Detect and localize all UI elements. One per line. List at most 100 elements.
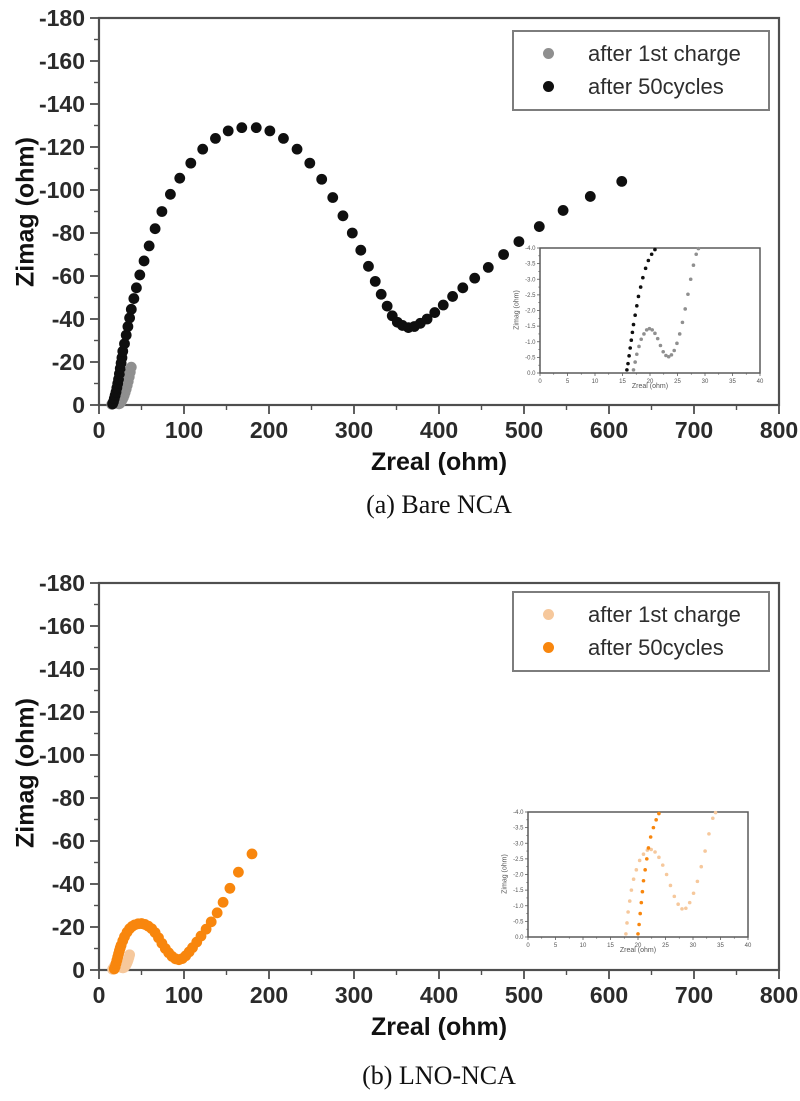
x-tick-label: 600 (590, 417, 628, 443)
y-tick-label: -100 (39, 742, 85, 768)
inset-series-after-50cycles (625, 247, 657, 372)
inset-x-tick-label: 40 (757, 379, 764, 385)
y-tick-label: -180 (39, 570, 85, 596)
x-axis-title: Zreal (ohm) (370, 448, 508, 476)
nyquist-plot-lno-nca: 0 100 200 300 400 500 600 700 8000-20-40-60-80-1… (39, 570, 798, 1008)
y-tick-label: -80 (52, 785, 85, 811)
x-tick-label: 100 (165, 982, 203, 1008)
legend-item-first-charge: after 1st charge (514, 598, 768, 631)
x-tick-label: 800 (760, 417, 798, 443)
inset-x-tick-label: 25 (662, 943, 669, 949)
inset-y-tick-label: -3.0 (525, 277, 536, 283)
inset-x-tick-label: 20 (635, 943, 642, 949)
x-tick-label: 700 (675, 982, 713, 1008)
inset-x-tick-label: 5 (566, 379, 570, 385)
inset-y-tick-label: -3.5 (525, 262, 536, 268)
inset-x-tick-label: 0 (526, 943, 530, 949)
inset-x-tick-label: 10 (580, 943, 587, 949)
x-tick-label: 400 (420, 417, 458, 443)
y-tick-label: -60 (52, 263, 85, 289)
panel-caption: (b) LNO-NCA (362, 1061, 516, 1090)
x-tick-label: 200 (250, 417, 288, 443)
inset-y-tick-label: -1.5 (525, 324, 536, 330)
inset-y-axis-title: Zimag (ohm) (513, 290, 521, 330)
inset-series-after-1st-charge (631, 246, 701, 372)
inset-y-tick-label: -2.5 (513, 857, 524, 863)
x-tick-label: 700 (675, 417, 713, 443)
y-tick-label: -40 (52, 871, 85, 897)
legend-label-first-charge: after 1st charge (588, 601, 741, 627)
inset-series-after-50cycles (636, 811, 661, 936)
inset-y-tick-label: -0.5 (513, 919, 524, 925)
inset-y-tick-label: -0.5 (525, 355, 536, 361)
x-tick-label: 800 (760, 982, 798, 1008)
inset-y-tick-label: -2.0 (525, 309, 536, 315)
x-tick-label: 400 (420, 982, 458, 1008)
inset-y-tick-label: 0.0 (515, 935, 524, 941)
y-tick-label: 0 (72, 392, 85, 418)
inset-nyquist-plot: 0 5 10 15 20 25 30 35 40 0.0 -0.5 -1.0 -1.5 -2.0 -2.5 -… (525, 246, 764, 385)
inset-y-tick-label: -1.0 (513, 904, 524, 910)
y-axis-title: Zimag (ohm) (11, 698, 40, 848)
y-tick-label: -40 (52, 306, 85, 332)
legend-label-50cycles: after 50cycles (588, 634, 724, 660)
inset-x-axis-title: Zreal (ohm) (631, 383, 669, 390)
y-tick-label: -140 (39, 91, 85, 117)
inset-x-tick-label: 30 (702, 379, 709, 385)
x-tick-label: 300 (335, 417, 373, 443)
inset-x-tick-label: 10 (592, 379, 599, 385)
panel-lno-nca: 0 100 200 300 400 500 600 700 800 0 -20 -40 -60 -80 -1… (0, 561, 800, 1101)
x-tick-label: 500 (505, 417, 543, 443)
y-tick-label: 0 (72, 957, 85, 983)
legend-marker-first-charge-icon (543, 609, 554, 620)
inset-nyquist-plot: 0 5 10 15 20 25 30 35 40 0.0 -0.5 -1.0 -1.5 -2.0 -2.5 -… (513, 810, 752, 949)
y-axis-title: Zimag (ohm) (11, 137, 40, 287)
y-tick-label: -120 (39, 134, 85, 160)
series-after-50cycles (107, 122, 628, 410)
legend-box: after 1st charge after 50cycles (512, 30, 770, 111)
inset-x-tick-label: 0 (538, 379, 542, 385)
inset-series-after-1st-charge (624, 810, 718, 936)
y-tick-label: -100 (39, 177, 85, 203)
legend-box: after 1st charge after 50cycles (512, 591, 770, 672)
y-tick-label: -140 (39, 656, 85, 682)
inset-y-tick-label: -4.0 (525, 246, 536, 252)
inset-y-tick-label: -1.0 (525, 340, 536, 346)
inset-x-tick-label: 35 (717, 943, 724, 949)
nyquist-plot-bare-nca: 0 100 200 300 400 500 600 700 8000-20-40-60-80-1… (39, 5, 798, 443)
inset-y-tick-label: -3.5 (513, 826, 524, 832)
inset-zoom-chart: 0 5 10 15 20 25 30 35 40 0.0 -0.5 -1.0 -1.5 -2.0 -2.5 -… (505, 240, 780, 398)
y-tick-label: -20 (52, 349, 85, 375)
y-tick-label: -120 (39, 699, 85, 725)
inset-y-tick-label: -2.5 (525, 293, 536, 299)
inset-x-tick-label: 25 (674, 379, 681, 385)
x-tick-label: 0 (93, 417, 106, 443)
inset-y-tick-label: -2.0 (513, 873, 524, 879)
x-axis-title: Zreal (ohm) (370, 1013, 508, 1041)
x-tick-label: 100 (165, 417, 203, 443)
legend-marker-first-charge-icon (543, 48, 554, 59)
inset-y-tick-label: -1.5 (513, 888, 524, 894)
y-tick-label: -180 (39, 5, 85, 31)
legend-marker-50cycles-icon (543, 81, 554, 92)
legend-label-first-charge: after 1st charge (588, 40, 741, 66)
inset-zoom-chart: 0 5 10 15 20 25 30 35 40 0.0 -0.5 -1.0 -1.5 -2.0 -2.5 -… (493, 804, 768, 962)
legend-label-50cycles: after 50cycles (588, 73, 724, 99)
y-tick-label: -80 (52, 220, 85, 246)
y-tick-label: -60 (52, 828, 85, 854)
inset-x-tick-label: 15 (607, 943, 614, 949)
inset-y-tick-label: -4.0 (513, 810, 524, 816)
x-tick-label: 600 (590, 982, 628, 1008)
inset-y-axis-title: Zimag (ohm) (501, 854, 509, 894)
x-tick-label: 300 (335, 982, 373, 1008)
inset-x-tick-label: 15 (619, 379, 626, 385)
series-after-50cycles (108, 848, 258, 975)
legend-item-50cycles: after 50cycles (514, 70, 768, 103)
y-tick-label: -160 (39, 613, 85, 639)
y-tick-label: -20 (52, 914, 85, 940)
panel-caption: (a) Bare NCA (366, 490, 512, 519)
x-tick-label: 200 (250, 982, 288, 1008)
inset-x-tick-label: 5 (554, 943, 558, 949)
y-tick-label: -160 (39, 48, 85, 74)
